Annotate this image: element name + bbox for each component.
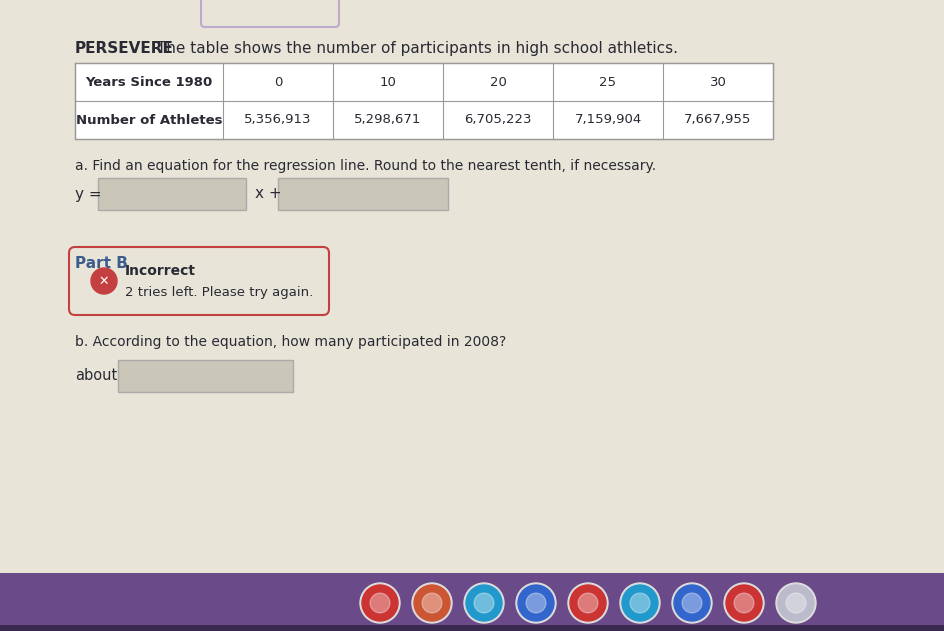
Circle shape bbox=[630, 593, 649, 613]
Circle shape bbox=[723, 583, 763, 623]
Circle shape bbox=[422, 593, 442, 613]
Circle shape bbox=[362, 585, 397, 621]
Text: 7,159,904: 7,159,904 bbox=[574, 114, 641, 126]
Bar bbox=[118, 360, 293, 392]
Circle shape bbox=[682, 593, 701, 613]
Text: Incorrect: Incorrect bbox=[125, 264, 195, 278]
Text: The table shows the number of participants in high school athletics.: The table shows the number of participan… bbox=[152, 41, 677, 56]
Circle shape bbox=[621, 585, 657, 621]
Text: 5,298,671: 5,298,671 bbox=[354, 114, 421, 126]
Circle shape bbox=[733, 593, 753, 613]
Circle shape bbox=[785, 593, 805, 613]
Bar bbox=[278, 178, 447, 210]
Text: PERSEVERE: PERSEVERE bbox=[75, 41, 174, 56]
Circle shape bbox=[360, 583, 399, 623]
Text: 6,705,223: 6,705,223 bbox=[464, 114, 531, 126]
Text: about: about bbox=[75, 369, 117, 384]
Text: x +: x + bbox=[255, 187, 281, 201]
Circle shape bbox=[412, 583, 451, 623]
Text: a. Find an equation for the regression line. Round to the nearest tenth, if nece: a. Find an equation for the regression l… bbox=[75, 159, 655, 173]
Circle shape bbox=[619, 583, 659, 623]
Circle shape bbox=[474, 593, 494, 613]
FancyBboxPatch shape bbox=[69, 247, 329, 315]
Text: 5,356,913: 5,356,913 bbox=[244, 114, 312, 126]
Text: Number of Athletes: Number of Athletes bbox=[76, 114, 222, 126]
FancyBboxPatch shape bbox=[201, 0, 339, 27]
Text: Years Since 1980: Years Since 1980 bbox=[85, 76, 212, 88]
Circle shape bbox=[413, 585, 449, 621]
Circle shape bbox=[465, 585, 501, 621]
Circle shape bbox=[673, 585, 709, 621]
Circle shape bbox=[464, 583, 503, 623]
Bar bbox=[0, 625, 944, 631]
Text: ✕: ✕ bbox=[98, 274, 110, 288]
Bar bbox=[98, 178, 245, 210]
Circle shape bbox=[777, 585, 813, 621]
Circle shape bbox=[775, 583, 815, 623]
Bar bbox=[0, 573, 944, 631]
Text: 2 tries left. Please try again.: 2 tries left. Please try again. bbox=[125, 286, 312, 298]
Circle shape bbox=[515, 583, 555, 623]
Circle shape bbox=[569, 585, 605, 621]
Text: Part B: Part B bbox=[75, 256, 127, 271]
Circle shape bbox=[517, 585, 553, 621]
Circle shape bbox=[567, 583, 607, 623]
Bar bbox=[75, 63, 772, 139]
Text: 10: 10 bbox=[379, 76, 396, 88]
Circle shape bbox=[526, 593, 546, 613]
Text: 7,667,955: 7,667,955 bbox=[683, 114, 750, 126]
Circle shape bbox=[578, 593, 598, 613]
Text: 30: 30 bbox=[709, 76, 726, 88]
Circle shape bbox=[671, 583, 711, 623]
Circle shape bbox=[725, 585, 761, 621]
Text: y =: y = bbox=[75, 187, 102, 201]
Text: 25: 25 bbox=[598, 76, 615, 88]
Text: 20: 20 bbox=[489, 76, 506, 88]
Text: 0: 0 bbox=[274, 76, 282, 88]
Circle shape bbox=[91, 268, 117, 294]
Circle shape bbox=[370, 593, 390, 613]
Text: b. According to the equation, how many participated in 2008?: b. According to the equation, how many p… bbox=[75, 335, 506, 349]
